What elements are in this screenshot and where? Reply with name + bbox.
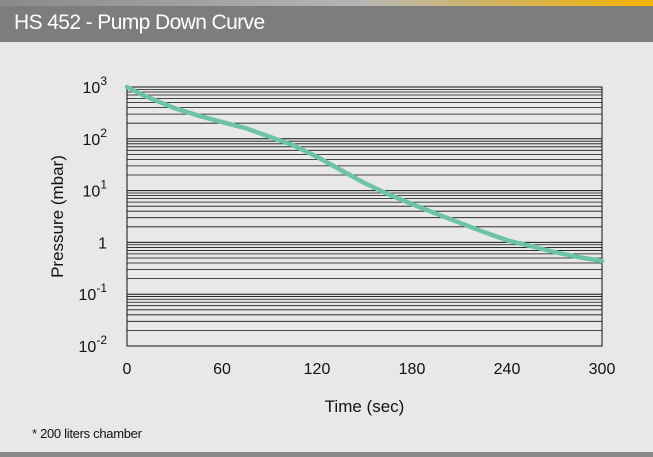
y-tick-label: 10-1 xyxy=(79,281,108,304)
x-tick-label: 300 xyxy=(589,361,616,378)
top-accent-bar xyxy=(0,0,653,6)
y-tick-label: 102 xyxy=(83,126,108,149)
y-tick-label: 101 xyxy=(83,178,108,201)
y-tick-label: 10-2 xyxy=(79,333,108,356)
x-tick-label: 120 xyxy=(304,361,331,378)
grid-lines xyxy=(127,88,602,347)
series-line xyxy=(124,84,605,264)
plot-frame xyxy=(126,86,603,347)
title-bar: HS 452 - Pump Down Curve xyxy=(0,6,653,42)
chart-title: HS 452 - Pump Down Curve xyxy=(14,11,265,34)
y-tick-labels: 10-2 10-1 1 101 102 103 xyxy=(79,74,108,356)
x-tick-labels: 0 60 120 180 240 300 xyxy=(123,361,616,378)
x-tick-label: 0 xyxy=(123,361,132,378)
y-tick-label: 103 xyxy=(83,74,108,97)
y-tick-label: 1 xyxy=(98,235,107,252)
bottom-rule xyxy=(0,452,653,457)
footnote: * 200 liters chamber xyxy=(32,426,142,441)
x-axis-title: Time (sec) xyxy=(325,397,405,416)
x-tick-label: 180 xyxy=(399,361,426,378)
x-tick-label: 240 xyxy=(494,361,521,378)
y-axis-title: Pressure (mbar) xyxy=(48,155,67,278)
x-tick-label: 60 xyxy=(213,361,231,378)
series-group xyxy=(124,84,605,264)
